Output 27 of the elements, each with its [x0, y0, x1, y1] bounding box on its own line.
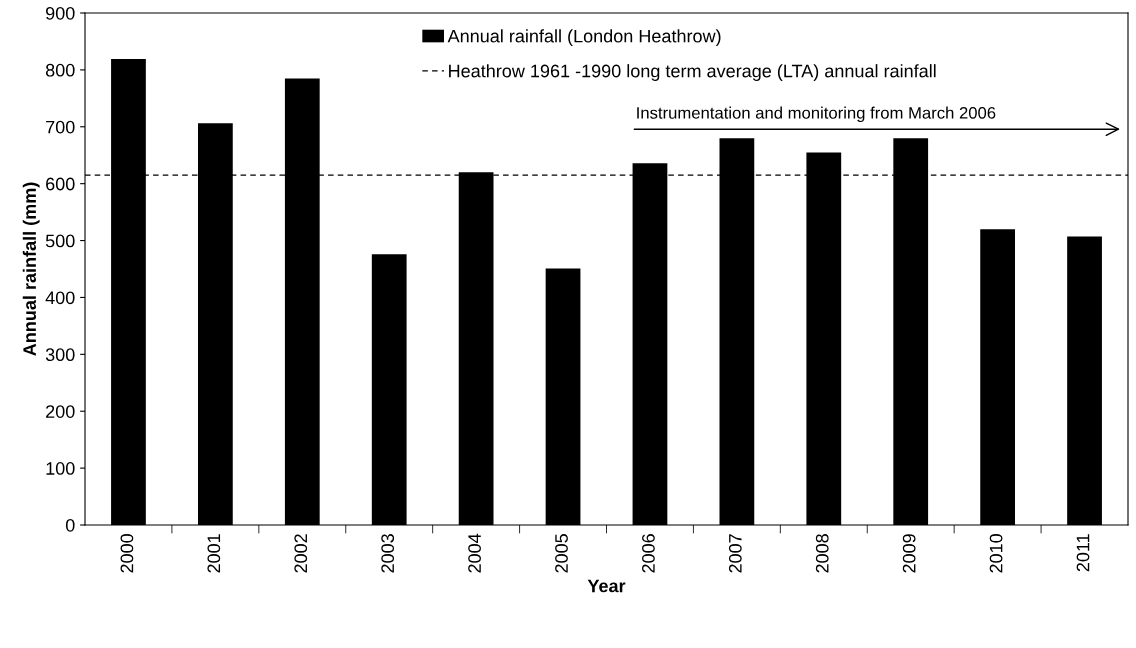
annotation: Instrumentation and monitoring from March 2006	[637, 106, 996, 123]
y-axis-title: Annual rainfall (mm)	[22, 182, 40, 356]
y-tick-label: 100	[46, 462, 75, 475]
x-tick-label: 2006	[642, 534, 655, 573]
y-tick-label: 900	[46, 6, 75, 20]
y-tick-label: 400	[45, 291, 75, 305]
y-tick-label: 0	[65, 518, 75, 532]
x-tick-label: 2004	[468, 533, 481, 573]
x-tick-label: 2000	[120, 534, 134, 573]
x-tick-label: 2009	[902, 534, 916, 573]
x-axis-title: Year	[587, 579, 626, 593]
x-tick-label: 2010	[989, 534, 1003, 573]
legend-label: Heathrow 1961 -1990 long term average (LTA) annual rainfall	[449, 64, 936, 81]
x-tick-label: 2008	[815, 534, 829, 573]
x-tick-label: 2002	[294, 534, 308, 573]
y-tick-label: 500	[45, 234, 75, 248]
y-tick-label: 800	[45, 63, 75, 77]
legend-label: Annual rainfall (London Heathrow)	[447, 29, 721, 47]
y-tick-label: 600	[46, 177, 75, 191]
x-tick-label: 2001	[207, 534, 221, 573]
x-tick-label: 2011	[1076, 534, 1090, 572]
x-tick-label: 2003	[381, 534, 395, 573]
y-tick-label: 200	[46, 405, 75, 418]
x-tick-label: 2007	[728, 534, 742, 573]
x-tick-label: 2005	[555, 534, 568, 573]
y-tick-label: 300	[45, 348, 75, 362]
y-tick-label: 700	[46, 120, 75, 134]
